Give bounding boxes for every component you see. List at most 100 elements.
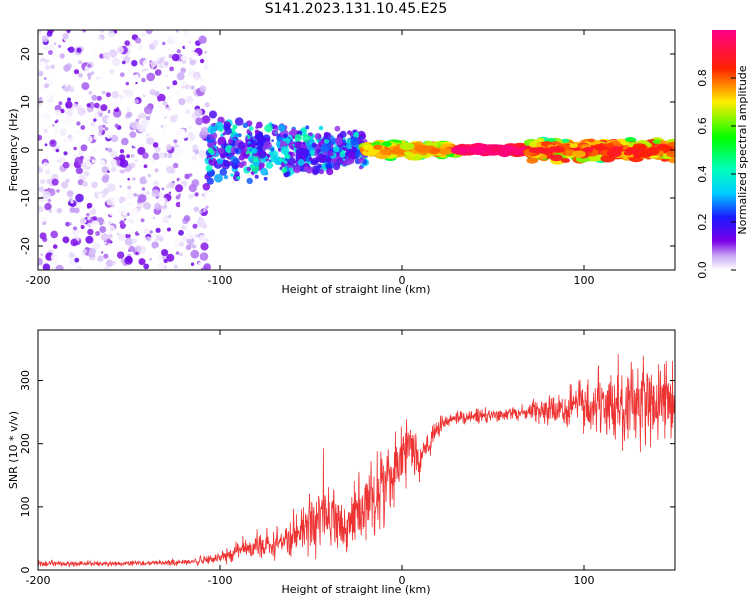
spectrogram-cell [205,164,213,172]
spectrogram-cell [309,133,313,137]
spectrogram-y-tick-label: 0 [19,147,32,154]
spectrogram-cell [645,147,660,155]
spectrogram-cell [200,78,203,81]
spectrogram-cell [65,178,70,183]
colorbar-label: Normalized spectral amplitude [736,65,749,234]
spectrogram-cell [82,114,89,120]
spectrogram-cell [138,202,144,208]
spectrogram-cell [223,174,229,180]
spectrogram-cell [214,121,224,131]
spectrogram-cell [279,158,283,162]
spectrogram-cell [118,154,126,162]
spectrogram-cell [157,93,166,103]
spectrogram-cell [105,92,111,98]
spectrogram-cell [54,156,58,161]
spectrogram-cell [237,141,246,150]
spectrogram-x-tick-label: 100 [574,274,595,287]
spectrogram-cell [151,241,159,249]
spectrogram-cell [234,148,240,154]
spectrogram-cell [145,177,149,181]
spectrogram-cell [230,173,234,177]
snr-frame [37,329,676,571]
spectrogram-cell [38,83,46,91]
spectrogram-cell [38,103,43,111]
spectrogram-y-label: Frequency (Hz) [7,109,20,192]
spectrogram-cell [86,212,90,217]
spectrogram-cell [175,103,178,106]
spectrogram-cell [355,149,362,156]
spectrogram-cell [362,144,374,151]
spectrogram-cell [162,100,168,106]
spectrogram-cell [65,221,70,227]
spectrogram-cell [44,185,49,190]
spectrogram-cell [87,222,92,228]
spectrogram-cell [260,167,268,176]
spectrogram-cell [325,163,333,170]
spectrogram-cell [200,260,204,264]
spectrogram-cell [164,61,169,66]
spectrogram-cell [93,148,97,153]
spectrogram-cell [166,253,175,262]
spectrogram-cell [189,59,196,66]
spectrogram-cell [332,145,340,153]
spectrogram-cell [430,148,441,154]
spectrogram-cell [311,142,317,148]
spectrogram-cell [165,143,172,151]
spectrogram-cell [292,144,296,147]
spectrogram-cell [292,165,301,174]
spectrogram-cell [142,59,150,67]
spectrogram-cell [62,236,70,244]
spectrogram-cell [145,236,150,241]
spectrogram-cell [42,263,51,270]
spectrogram-cell [95,231,100,236]
spectrogram-cell [194,149,199,154]
spectrogram-cell [97,255,104,262]
spectrogram-cell [202,195,207,200]
spectrogram-cell [58,44,62,48]
spectrogram-cell [38,70,44,77]
spectrogram-cell [350,136,360,146]
spectrogram-cell [227,138,233,144]
spectrogram-cell [280,146,290,155]
spectrogram-cell [38,226,41,231]
spectrogram-cell [43,45,50,52]
spectrogram-cell [177,30,185,37]
spectrogram-cell [182,34,191,43]
spectrogram-cell [399,142,415,151]
spectrogram-cell [294,141,302,149]
spectrogram-cell [69,86,75,92]
spectrogram-cell [283,133,288,138]
spectrogram-cell [143,263,150,270]
spectrogram-cell [50,253,59,262]
spectrogram-cell [68,137,73,143]
spectrogram-cell [161,187,165,191]
spectrogram-cell [82,155,91,164]
spectrogram-cell [232,157,240,165]
spectrogram-cell [291,128,296,133]
spectrogram-cell [180,55,187,61]
spectrogram-cell [208,157,217,166]
spectrogram-cell [234,171,240,177]
spectrogram-cell [551,146,560,151]
spectrogram-cell [170,84,175,89]
spectrogram-cell [78,60,83,65]
spectrogram-cell [75,92,80,97]
spectrogram-cell [160,208,168,216]
spectrogram-cell [101,211,105,215]
spectrogram-cell [202,208,207,213]
spectrogram-cell [44,202,52,211]
spectrogram-cell [256,140,264,149]
spectrogram-cell [190,151,195,156]
spectrogram-cell [152,152,160,160]
spectrogram-cell [358,165,363,170]
spectrogram-cell [183,215,191,222]
spectrogram-cell [140,119,149,128]
spectrogram-cell [199,252,209,261]
spectrogram-y-tick-label: -20 [19,237,32,255]
spectrogram-cell [162,216,169,223]
spectrogram-cell [38,96,43,102]
spectrogram-cell [222,160,230,167]
spectrogram-cell [339,151,346,158]
spectrogram-cell [237,133,242,138]
spectrogram-cell [202,215,206,219]
